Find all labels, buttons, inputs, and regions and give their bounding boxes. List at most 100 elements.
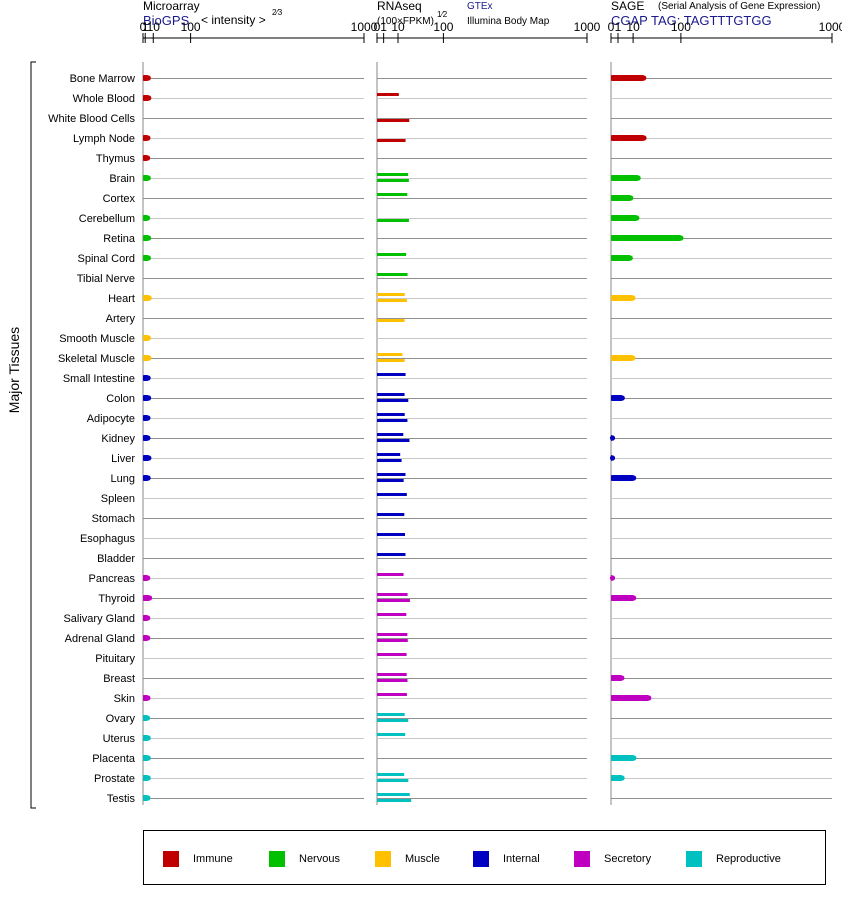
legend-item-internal: Internal [473, 850, 540, 867]
rnaseq-unit: (100×FPKM) [377, 16, 434, 27]
tissue-label: Prostate [94, 773, 135, 785]
rnaseq-gtex-bar [377, 93, 399, 96]
rnaseq-ibm-bar [377, 359, 405, 362]
microarray-bar-cap [145, 75, 151, 81]
rnaseq-title: RNAseq [377, 0, 422, 13]
microarray-tick-label-0: 0 [140, 20, 147, 34]
microarray-bar-cap [145, 395, 152, 401]
tissue-label: Pancreas [89, 573, 136, 585]
rnaseq-gtex-bar [377, 473, 406, 476]
sage-tick-label-100: 100 [671, 20, 691, 34]
rnaseq-ibm-bar [377, 299, 407, 302]
tissue-label: Cortex [103, 193, 136, 205]
rnaseq-tick-label-100: 100 [433, 20, 453, 34]
microarray-bar-cap [145, 635, 151, 641]
rnaseq-ibm-bar [377, 479, 404, 482]
rnaseq-gtex-bar [377, 613, 407, 616]
sage-bar [611, 235, 681, 241]
rnaseq-ibm-bar [377, 459, 402, 462]
microarray-bar-cap [146, 95, 152, 101]
gtex-source-link[interactable]: GTEx [467, 1, 493, 12]
rnaseq-gtex-bar [377, 253, 407, 256]
microarray-tick-label-1: 1 [142, 20, 149, 34]
tissue-label: Tibial Nerve [77, 273, 135, 285]
legend-item-immune: Immune [163, 850, 233, 867]
tissue-label: Pituitary [95, 653, 135, 665]
tissue-label: Bladder [97, 553, 135, 565]
legend-label: Reproductive [716, 852, 781, 865]
rnaseq-gtex-bar [377, 733, 406, 736]
legend-swatch [269, 850, 285, 867]
sage-bar-cap [635, 175, 641, 181]
sage-bar-cap [627, 255, 633, 261]
sage-bar [611, 215, 637, 221]
tissue-label: Adipocyte [87, 413, 135, 425]
rnaseq-gtex-bar [377, 173, 409, 176]
tissue-label: Bone Marrow [70, 73, 135, 85]
rnaseq-ibm-bar [377, 179, 409, 182]
rnaseq-gtex-bar [377, 453, 401, 456]
rnaseq-ibm-bar [377, 139, 406, 142]
sage-bar [611, 775, 623, 781]
sage-tick-label-0: 0 [608, 20, 615, 34]
tissue-label: Thymus [96, 153, 136, 165]
microarray-unit: < intensity > [201, 13, 266, 27]
sage-bar-cap [619, 775, 625, 781]
rnaseq-gtex-bar [377, 773, 405, 776]
rnaseq-exponent: 1⁄2 [437, 10, 448, 19]
sage-bar [611, 675, 622, 681]
legend-item-nervous: Nervous [269, 850, 340, 867]
microarray-bar-cap [146, 455, 152, 461]
rnaseq-ibm-bar [377, 799, 412, 802]
rnaseq-tick-label-1000: 1000 [574, 20, 601, 34]
sage-tag-link[interactable]: CGAP TAG: TAGTTTGTGG [611, 13, 772, 28]
microarray-bar-cap [145, 435, 151, 441]
sage-tick-label-10: 10 [626, 20, 640, 34]
sage-bar-cap [628, 195, 634, 201]
legend-item-secretory: Secretory [574, 850, 651, 867]
sage-bar-cap [641, 75, 647, 81]
microarray-bar-cap [145, 755, 151, 761]
rnaseq-gtex-bar [377, 433, 404, 436]
tissue-label: Uterus [103, 733, 136, 745]
tissue-label: Cerebellum [79, 213, 135, 225]
sage-bar-cap [609, 435, 616, 441]
rnaseq-ibm-bar [377, 679, 408, 682]
rnaseq-ibm-bar [377, 599, 410, 602]
sage-bar-cap [630, 355, 636, 361]
microarray-bar-cap [146, 355, 152, 361]
rnaseq-ibm-bar [377, 719, 409, 722]
sage-bar-cap [634, 215, 640, 221]
legend-swatch [473, 850, 489, 867]
microarray-exponent: 2⁄3 [272, 8, 283, 17]
rnaseq-gtex-bar [377, 593, 408, 596]
tissue-label: Spleen [101, 493, 135, 505]
microarray-bar-cap [145, 375, 151, 381]
rnaseq-gtex-bar [377, 193, 408, 196]
tissue-label: Spinal Cord [78, 253, 135, 265]
sage-bar [611, 75, 644, 81]
sage-bar-cap [678, 235, 684, 241]
tissue-label: Artery [106, 313, 136, 325]
rnaseq-gtex-bar [377, 653, 407, 656]
sage-bar-cap [631, 755, 637, 761]
microarray-source-link[interactable]: BioGPS [143, 13, 190, 28]
rnaseq-ibm-bar [377, 639, 408, 642]
rnaseq-gtex-bar [377, 393, 405, 396]
tissue-label: Whole Blood [73, 93, 135, 105]
rnaseq-gtex-bar [377, 693, 407, 696]
microarray-bar-cap [145, 735, 151, 741]
rnaseq-tick-label-1: 1 [380, 20, 387, 34]
microarray-tick-label-1000: 1000 [351, 20, 378, 34]
rnaseq-gtex-bar [377, 273, 408, 276]
microarray-bar-cap [146, 595, 153, 601]
sage-bar-cap [619, 675, 625, 681]
sage-bar-cap [630, 295, 636, 301]
rnaseq-gtex-bar [377, 673, 407, 676]
rnaseq-ibm-bar [377, 419, 408, 422]
tissue-label: Salivary Gland [63, 613, 135, 625]
rnaseq-gtex-bar [377, 493, 407, 496]
sage-bar-cap [609, 575, 616, 581]
tissue-label: Testis [107, 793, 136, 805]
tissue-label: Colon [106, 393, 135, 405]
